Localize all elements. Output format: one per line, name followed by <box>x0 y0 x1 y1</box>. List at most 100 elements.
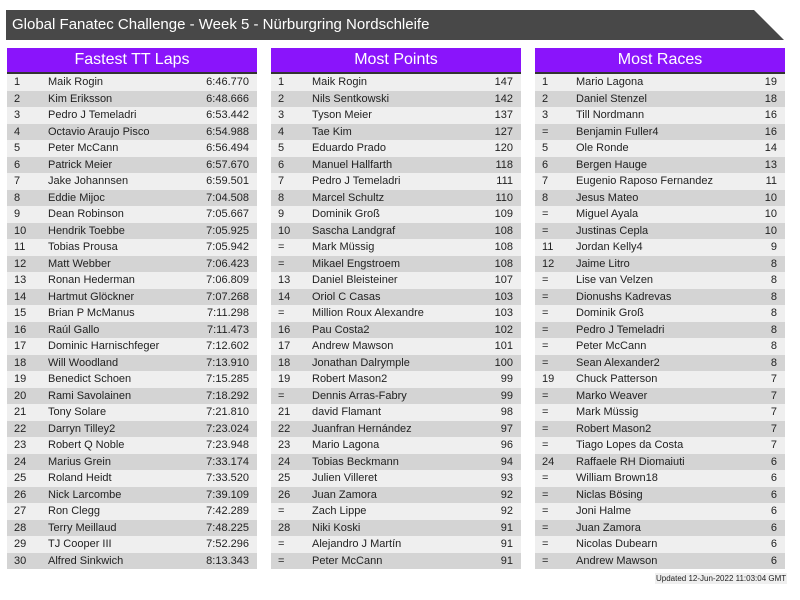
driver-name: Pedro J Temeladri <box>312 175 401 187</box>
rank: 19 <box>14 373 27 385</box>
rank: 16 <box>278 323 291 336</box>
board-header: Most Races <box>535 48 785 74</box>
value: 7 <box>770 422 777 435</box>
table-row: 4 Tae Kim 127 <box>271 123 521 140</box>
value: 7:18.292 <box>206 389 249 402</box>
value: 8:13.343 <box>206 554 249 567</box>
value: 6:54.988 <box>206 125 249 138</box>
value: 93 <box>500 472 513 484</box>
updated-timestamp: Updated 12-Jun-2022 11:03:04 GMT <box>655 573 788 584</box>
driver-name: Hartmut Glöckner <box>48 290 135 303</box>
value: 7:11.298 <box>206 307 249 319</box>
driver-name: Peter McCann <box>312 554 383 567</box>
value: 7:23.024 <box>206 422 249 435</box>
rank: 8 <box>542 191 549 204</box>
table-row: 19 Benedict Schoen 7:15.285 <box>7 371 257 388</box>
rank: 7 <box>278 175 285 187</box>
table-row: 5 Ole Ronde 14 <box>535 140 785 157</box>
driver-name: Andrew Mawson <box>312 340 394 352</box>
value: 7:05.942 <box>206 241 249 253</box>
driver-name: Benjamin Fuller4 <box>576 125 659 138</box>
value: 7:23.948 <box>206 439 249 451</box>
driver-name: Matt Webber <box>48 257 111 270</box>
rank: 30 <box>14 554 27 567</box>
driver-name: Jaime Litro <box>576 257 630 270</box>
driver-name: Pedro J Temeladri <box>576 323 665 336</box>
rank: 29 <box>14 538 27 550</box>
driver-name: Mark Müssig <box>576 406 639 418</box>
rank: 25 <box>14 472 27 484</box>
rank: 13 <box>278 274 291 286</box>
table-row: = Benjamin Fuller4 16 <box>535 123 785 140</box>
value: 7:52.296 <box>206 538 249 550</box>
rank: = <box>542 290 549 303</box>
driver-name: Benedict Schoen <box>48 373 132 385</box>
value: 7 <box>770 373 777 385</box>
table-row: 8 Eddie Mijoc 7:04.508 <box>7 189 257 206</box>
table-row: = Peter McCann 8 <box>535 338 785 355</box>
value: 91 <box>500 521 513 534</box>
table-row: 2 Kim Eriksson 6:48.666 <box>7 90 257 107</box>
value: 98 <box>500 406 513 418</box>
driver-name: Marius Grein <box>48 455 111 468</box>
table-row: = Dominik Groß 8 <box>535 305 785 322</box>
rank: = <box>542 488 549 501</box>
driver-name: Jake Johannsen <box>48 175 129 187</box>
table-row: = Mark Müssig 7 <box>535 404 785 421</box>
value: 7:05.667 <box>206 208 249 220</box>
rank: 22 <box>14 422 27 435</box>
value: 142 <box>494 92 513 105</box>
rank: 16 <box>14 323 27 336</box>
rank: = <box>542 439 549 451</box>
rank: 1 <box>542 76 549 88</box>
value: 7:15.285 <box>206 373 249 385</box>
table-row: 1 Maik Rogin 6:46.770 <box>7 74 257 91</box>
rank: 5 <box>542 142 549 154</box>
table-row: 23 Robert Q Noble 7:23.948 <box>7 437 257 454</box>
rank: = <box>278 257 285 270</box>
value: 8 <box>770 290 777 303</box>
table-row: 16 Pau Costa2 102 <box>271 321 521 338</box>
value: 127 <box>494 125 513 138</box>
value: 9 <box>770 241 777 253</box>
table-row: 22 Darryn Tilley2 7:23.024 <box>7 420 257 437</box>
driver-name: Eddie Mijoc <box>48 191 105 204</box>
driver-name: Dominik Groß <box>312 208 380 220</box>
table-row: = Mikael Engstroem 108 <box>271 255 521 272</box>
table-row: 3 Till Nordmann 16 <box>535 107 785 124</box>
rank: = <box>278 505 285 517</box>
driver-name: Pedro J Temeladri <box>48 109 137 121</box>
table-row: 12 Matt Webber 7:06.423 <box>7 255 257 272</box>
rank: = <box>542 521 549 534</box>
value: 92 <box>500 488 513 501</box>
value: 100 <box>494 356 513 369</box>
rank: = <box>542 224 549 237</box>
rank: = <box>542 340 549 352</box>
table-row: 6 Bergen Hauge 13 <box>535 156 785 173</box>
driver-name: Tobias Beckmann <box>312 455 399 468</box>
table-row: 17 Andrew Mawson 101 <box>271 338 521 355</box>
value: 7 <box>770 406 777 418</box>
driver-name: Jonathan Dalrymple <box>312 356 410 369</box>
driver-name: Oriol C Casas <box>312 290 381 303</box>
rank: 26 <box>278 488 291 501</box>
rank: 9 <box>14 208 21 220</box>
rank: 2 <box>542 92 549 105</box>
driver-name: Jesus Mateo <box>576 191 639 204</box>
value: 6:46.770 <box>206 76 249 88</box>
driver-name: Dominic Harnischfeger <box>48 340 160 352</box>
driver-name: Juan Zamora <box>312 488 377 501</box>
page-title: Global Fanatec Challenge - Week 5 - Nürb… <box>12 16 430 33</box>
table-row: 5 Eduardo Prado 120 <box>271 140 521 157</box>
driver-name: Daniel Bleisteiner <box>312 274 398 286</box>
rank: = <box>278 241 285 253</box>
value: 10 <box>764 208 777 220</box>
table-row: 24 Tobias Beckmann 94 <box>271 453 521 470</box>
table-row: 29 TJ Cooper III 7:52.296 <box>7 536 257 553</box>
driver-name: Lise van Velzen <box>576 274 654 286</box>
rank: 24 <box>14 455 27 468</box>
value: 108 <box>494 224 513 237</box>
table-row: 21 david Flamant 98 <box>271 404 521 421</box>
value: 7:12.602 <box>206 340 249 352</box>
value: 91 <box>500 554 513 567</box>
